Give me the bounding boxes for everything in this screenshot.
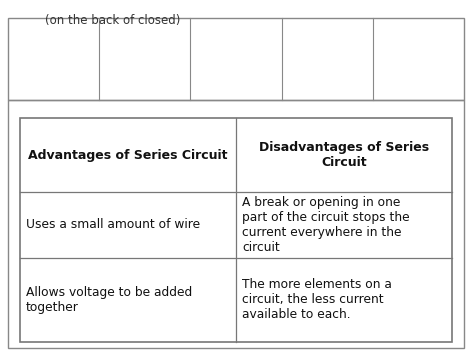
Text: Disadvantages of Series
Circuit: Disadvantages of Series Circuit <box>259 141 429 169</box>
Bar <box>8 100 464 348</box>
Text: (on the back of closed): (on the back of closed) <box>45 14 181 27</box>
Text: The more elements on a
circuit, the less current
available to each.: The more elements on a circuit, the less… <box>242 279 392 322</box>
Bar <box>20 118 452 342</box>
Text: Uses a small amount of wire: Uses a small amount of wire <box>26 218 200 231</box>
Bar <box>8 18 464 100</box>
Text: A break or opening in one
part of the circuit stops the
current everywhere in th: A break or opening in one part of the ci… <box>242 196 410 254</box>
Text: Allows voltage to be added
together: Allows voltage to be added together <box>26 286 192 314</box>
Text: Advantages of Series Circuit: Advantages of Series Circuit <box>28 148 228 162</box>
